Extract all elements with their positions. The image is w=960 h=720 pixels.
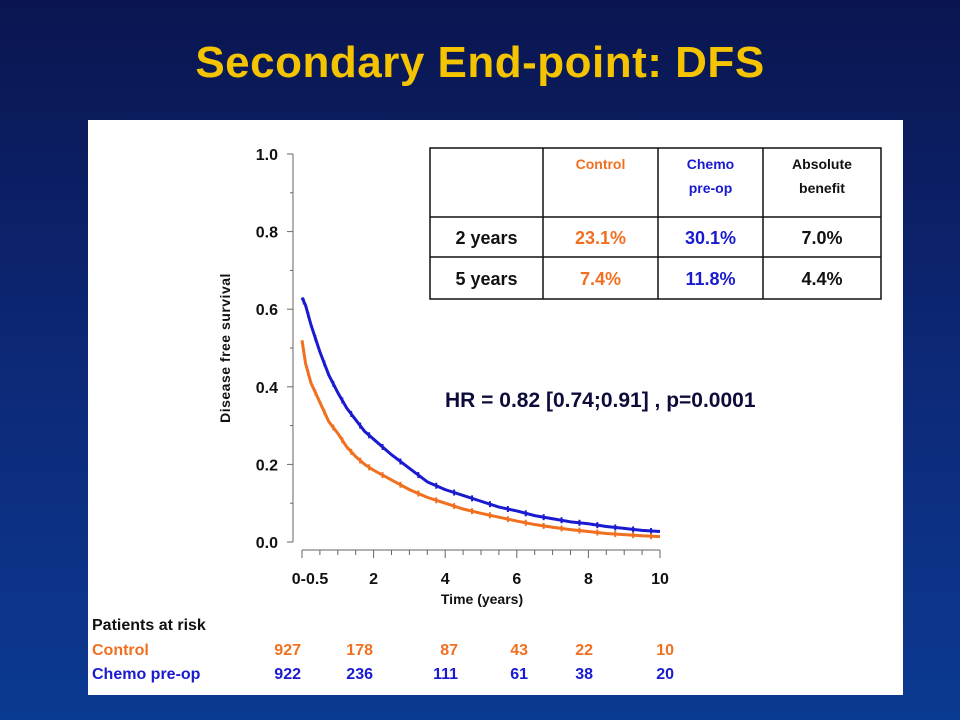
summary-table-frame [429, 147, 882, 300]
risk-value: 87 [440, 642, 458, 659]
risk-value: 927 [274, 642, 301, 659]
series-line-control [300, 340, 661, 539]
slide-title: Secondary End-point: DFS [195, 38, 765, 87]
table-header-cell: benefit [799, 180, 845, 196]
x-tick-labels: 0-0.5 2 4 6 8 10 [292, 571, 669, 588]
x-tick-label: 4 [441, 571, 450, 588]
x-tick-label: 0-0.5 [292, 571, 329, 588]
table-cell: 7.4% [580, 269, 621, 289]
table-cell: 30.1% [685, 228, 736, 248]
table-header-cell: pre-op [689, 180, 733, 196]
risk-value: 10 [656, 642, 674, 659]
x-tick-label: 2 [369, 571, 378, 588]
y-tick-label: 0.8 [256, 225, 278, 242]
risk-row-label: Chemo pre-op [92, 666, 201, 683]
chart-panel: 0.0 0.2 0.4 0.6 0.8 1.0 0-0.5 2 4 6 8 10 Disease f… [88, 120, 903, 695]
chart-curves [300, 296, 661, 540]
hazard-ratio-annotation: HR = 0.82 [0.74;0.91] , p=0.0001 [445, 389, 756, 412]
table-header-cell: Chemo [687, 156, 734, 172]
y-tick-label: 0.2 [256, 457, 278, 474]
risk-table: Patients at risk Control 927 178 87 43 22 10 Che… [92, 617, 674, 683]
x-tick-label: 6 [512, 571, 521, 588]
chart-axes [287, 153, 661, 558]
km-chart: 0.0 0.2 0.4 0.6 0.8 1.0 0-0.5 2 4 6 8 10 Disease f… [92, 147, 882, 683]
risk-value: 178 [346, 642, 373, 659]
risk-value: 22 [575, 642, 593, 659]
table-cell: 5 years [455, 269, 517, 289]
series-line-chemo-pre-op [300, 296, 661, 534]
table-cell: 2 years [455, 228, 517, 248]
y-tick-label: 0.6 [256, 302, 278, 319]
x-tick-label: 10 [651, 571, 669, 588]
risk-value: 236 [346, 666, 373, 683]
x-tick-label: 8 [584, 571, 593, 588]
risk-value: 43 [510, 642, 528, 659]
summary-table: Control Chemo pre-op Absolute benefit 2 years… [429, 147, 882, 300]
risk-table-title: Patients at risk [92, 617, 206, 634]
table-header-cell: Control [576, 156, 626, 172]
x-axis-label: Time (years) [441, 591, 523, 607]
risk-value: 20 [656, 666, 674, 683]
table-cell: 11.8% [685, 269, 735, 289]
table-cell: 23.1% [575, 228, 626, 248]
risk-value: 38 [575, 666, 593, 683]
y-tick-label: 0.4 [256, 380, 278, 397]
table-cell: 7.0% [801, 228, 842, 248]
risk-row-label: Control [92, 642, 149, 659]
risk-value: 111 [433, 666, 458, 683]
y-tick-label: 0.0 [256, 535, 278, 552]
table-header-cell: Absolute [792, 156, 852, 172]
y-tick-label: 1.0 [256, 147, 278, 164]
table-cell: 4.4% [801, 269, 842, 289]
risk-value: 61 [510, 666, 528, 683]
y-axis-label: Disease free survival [217, 273, 233, 423]
risk-value: 922 [274, 666, 301, 683]
y-tick-labels: 0.0 0.2 0.4 0.6 0.8 1.0 [256, 147, 278, 552]
